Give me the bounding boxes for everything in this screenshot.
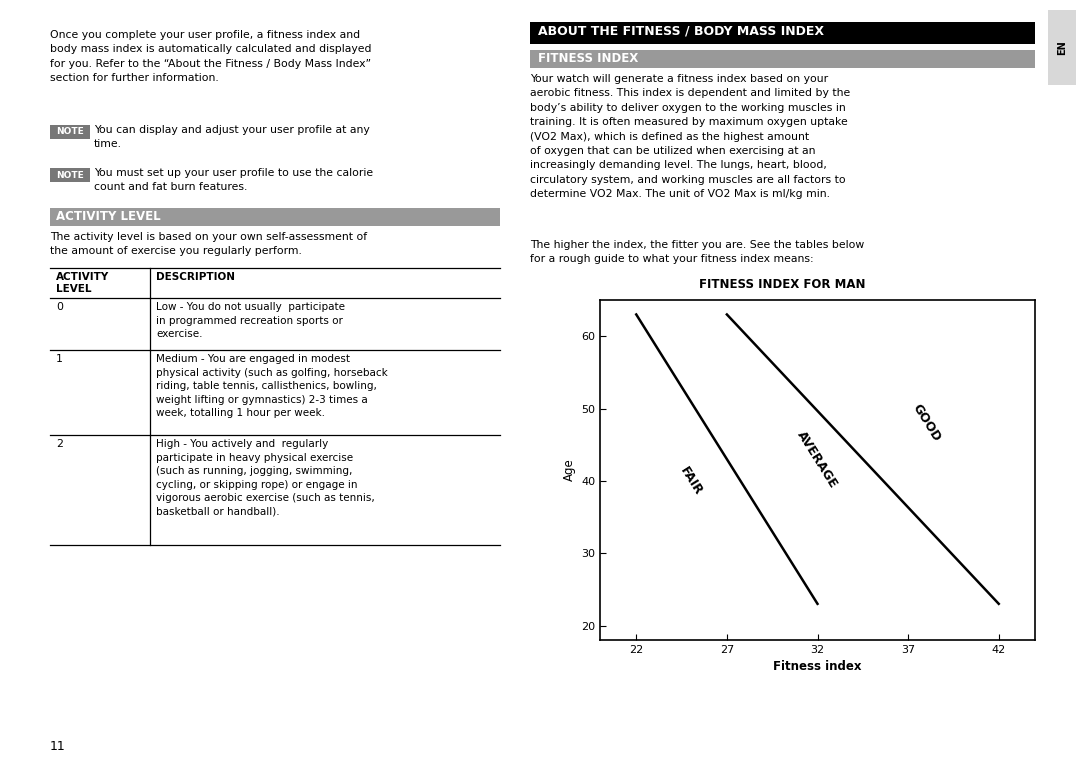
Text: Low - You do not usually  participate
in programmed recreation sports or
exercis: Low - You do not usually participate in … xyxy=(156,302,345,339)
Y-axis label: Age: Age xyxy=(563,459,576,482)
Text: AVERAGE: AVERAGE xyxy=(795,428,840,490)
Text: ABOUT THE FITNESS / BODY MASS INDEX: ABOUT THE FITNESS / BODY MASS INDEX xyxy=(538,25,824,38)
Text: The higher the index, the fitter you are. See the tables below
for a rough guide: The higher the index, the fitter you are… xyxy=(530,240,864,264)
Text: 1: 1 xyxy=(56,354,63,364)
Text: FITNESS INDEX FOR MAN: FITNESS INDEX FOR MAN xyxy=(699,278,865,291)
Text: 2: 2 xyxy=(56,439,63,449)
Text: NOTE: NOTE xyxy=(56,128,84,136)
Text: GOOD: GOOD xyxy=(909,402,943,444)
Text: DESCRIPTION: DESCRIPTION xyxy=(156,272,235,282)
Text: Once you complete your user profile, a fitness index and
body mass index is auto: Once you complete your user profile, a f… xyxy=(50,30,372,83)
Text: Medium - You are engaged in modest
physical activity (such as golfing, horseback: Medium - You are engaged in modest physi… xyxy=(156,354,388,419)
Text: EN: EN xyxy=(1057,40,1067,56)
Text: You must set up your user profile to use the calorie
count and fat burn features: You must set up your user profile to use… xyxy=(94,168,373,193)
Text: 0: 0 xyxy=(56,302,63,312)
X-axis label: Fitness index: Fitness index xyxy=(773,661,862,673)
Text: FITNESS INDEX: FITNESS INDEX xyxy=(538,52,638,65)
Text: You can display and adjust your user profile at any
time.: You can display and adjust your user pro… xyxy=(94,125,369,149)
Text: ACTIVITY LEVEL: ACTIVITY LEVEL xyxy=(56,210,161,223)
Text: The activity level is based on your own self-assessment of
the amount of exercis: The activity level is based on your own … xyxy=(50,232,367,256)
Text: High - You actively and  regularly
participate in heavy physical exercise
(such : High - You actively and regularly partic… xyxy=(156,439,375,517)
Text: NOTE: NOTE xyxy=(56,170,84,180)
Text: Your watch will generate a fitness index based on your
aerobic fitness. This ind: Your watch will generate a fitness index… xyxy=(530,74,850,199)
Text: 11: 11 xyxy=(50,740,66,753)
Text: ACTIVITY
LEVEL: ACTIVITY LEVEL xyxy=(56,272,109,295)
Text: FAIR: FAIR xyxy=(677,464,704,498)
